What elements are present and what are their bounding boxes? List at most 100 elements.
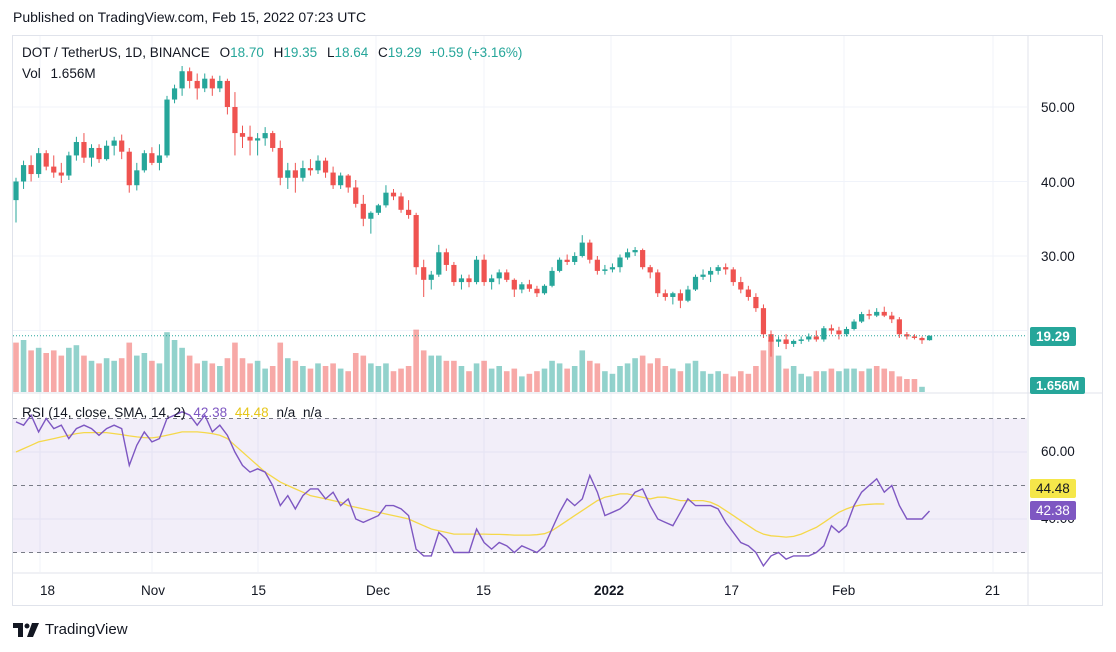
candle	[874, 308, 880, 318]
candle-body	[247, 136, 253, 141]
candle-body	[919, 337, 925, 341]
volume-bar	[443, 360, 450, 392]
candle-body	[753, 296, 759, 309]
time-tick: Nov	[141, 583, 166, 598]
volume-bar	[451, 360, 457, 392]
candle	[239, 125, 246, 148]
volume-bar	[805, 376, 812, 392]
rsi-line	[15, 411, 931, 568]
candle	[881, 306, 887, 318]
candle	[88, 144, 95, 167]
na-value-1: n/a	[276, 405, 296, 420]
volume-bar	[360, 355, 367, 392]
candle	[511, 278, 517, 297]
candle	[353, 180, 359, 208]
time-tick: 15	[251, 583, 267, 598]
candle	[194, 73, 200, 100]
candle-body	[43, 153, 49, 167]
change-value: +0.59 (+3.16%)	[429, 45, 523, 60]
low-value: 18.64	[334, 45, 369, 60]
volume-bars	[13, 329, 925, 392]
candle	[896, 317, 902, 338]
price-tick: 30.00	[1041, 249, 1075, 264]
chart-frame[interactable]	[12, 35, 1103, 606]
volume-bar	[654, 358, 661, 392]
candle	[572, 252, 578, 265]
volume-bar	[337, 368, 344, 392]
candle	[36, 147, 42, 178]
candle-body	[413, 215, 419, 268]
candle-body	[564, 259, 570, 262]
candle-body	[798, 339, 804, 341]
volume-bar	[300, 366, 306, 392]
candle	[413, 212, 419, 275]
candle-body	[655, 272, 661, 294]
volume-bar	[262, 368, 268, 392]
candle-body	[881, 311, 887, 316]
candle-body	[677, 293, 683, 301]
volume-bar	[617, 366, 623, 392]
candle-body	[277, 147, 283, 178]
candle-body	[436, 252, 442, 275]
candle	[753, 293, 759, 312]
candle-body	[406, 209, 412, 216]
tradingview-brand[interactable]: TradingView	[13, 621, 128, 638]
volume-bar	[602, 371, 608, 392]
candle	[262, 127, 268, 146]
volume-bar	[141, 353, 148, 392]
volume-bar	[798, 373, 804, 392]
volume-bar	[836, 371, 842, 392]
candle	[723, 263, 729, 275]
candle-body	[730, 269, 736, 283]
candle	[451, 261, 457, 286]
volume-bar	[179, 347, 185, 392]
candle	[851, 319, 857, 331]
published-caption: Published on TradingView.com, Feb 15, 20…	[13, 9, 367, 25]
rsi-sma-tag: 44.48	[1030, 479, 1076, 498]
volume-bar	[375, 366, 382, 392]
volume-bar	[134, 355, 140, 392]
candle	[692, 274, 699, 292]
candle	[104, 140, 110, 161]
candle	[285, 162, 291, 189]
na-value-2: n/a	[303, 405, 322, 420]
candle-body	[81, 142, 87, 158]
candle	[662, 289, 668, 301]
candle-body	[632, 250, 638, 253]
candle-body	[768, 334, 774, 342]
volume-bar	[571, 366, 578, 392]
candle	[134, 162, 140, 191]
volume-tag: 1.656M	[1030, 377, 1086, 394]
volume-bar	[383, 363, 389, 392]
candle	[926, 335, 933, 341]
candle	[202, 73, 208, 93]
volume-bar	[149, 360, 155, 392]
candle	[685, 285, 691, 303]
volume-bar	[254, 360, 261, 392]
candle-body	[836, 330, 842, 335]
volume-bar	[549, 360, 555, 392]
candle-body	[926, 335, 933, 341]
candle	[217, 75, 223, 93]
volume-bar	[156, 363, 163, 392]
volume-bar	[881, 368, 888, 392]
grid-lines	[13, 36, 1027, 572]
candle-body	[723, 267, 729, 270]
candle	[594, 256, 600, 275]
candle	[270, 130, 276, 152]
volume-bar	[488, 368, 495, 392]
candle-body	[791, 340, 797, 344]
candle-body	[745, 289, 751, 297]
volume-bar	[209, 363, 216, 392]
candle	[66, 151, 72, 181]
candle	[775, 336, 782, 347]
candle	[640, 248, 646, 270]
candle-body	[624, 252, 631, 258]
candle-body	[194, 80, 200, 89]
volume-bar	[813, 371, 820, 392]
candle	[164, 95, 170, 158]
volume-bar	[390, 371, 397, 392]
candle	[156, 144, 163, 171]
volume-bar	[20, 340, 27, 392]
